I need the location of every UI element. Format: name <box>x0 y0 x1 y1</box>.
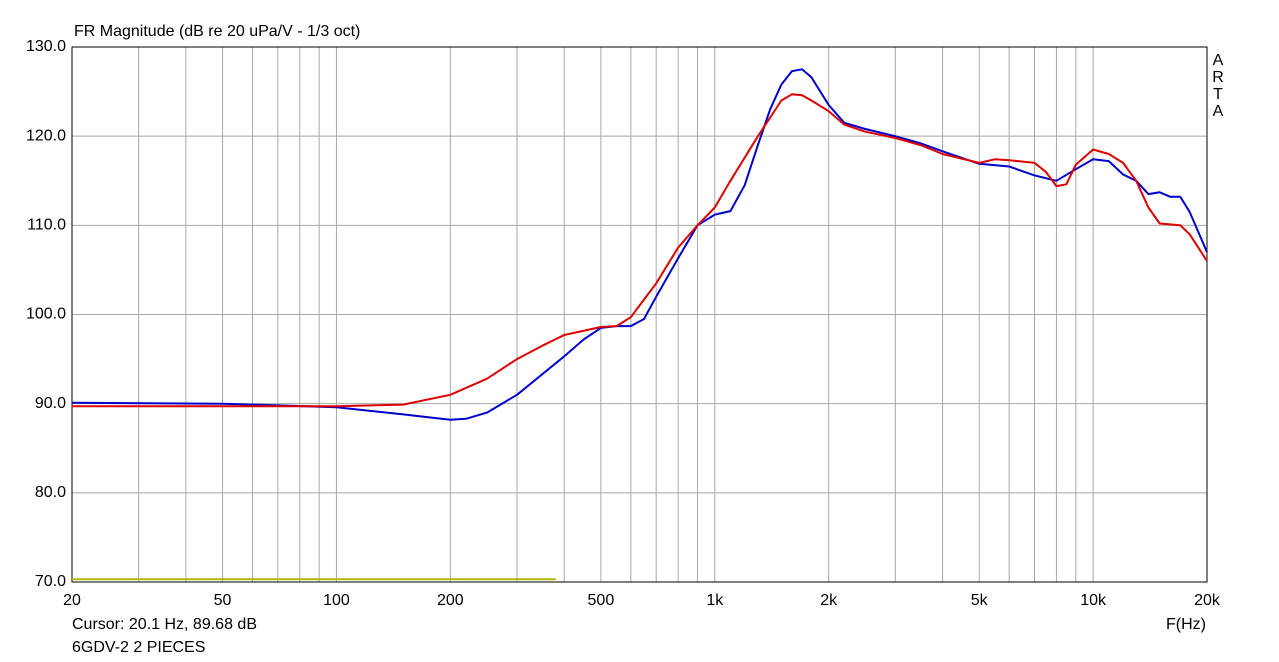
x-tick-label: 10k <box>1080 592 1107 609</box>
x-tick-label: 50 <box>214 592 232 609</box>
x-axis-label: F(Hz) <box>1166 616 1206 633</box>
x-tick-label: 1k <box>706 592 724 609</box>
y-tick-label: 130.0 <box>26 38 66 55</box>
series-line <box>71 68 1208 421</box>
y-tick-label: 90.0 <box>35 395 66 412</box>
y-tick-label: 120.0 <box>26 127 66 144</box>
x-tick-label: 20 <box>63 592 81 609</box>
x-tick-label: 500 <box>588 592 615 609</box>
y-tick-label: 80.0 <box>35 484 66 501</box>
x-tick-label: 20k <box>1194 592 1221 609</box>
x-tick-label: 200 <box>437 592 464 609</box>
x-tick-label: 5k <box>971 592 989 609</box>
y-tick-label: 100.0 <box>26 306 66 323</box>
chart-title: FR Magnitude (dB re 20 uPa/V - 1/3 oct) <box>74 23 360 40</box>
watermark: ARTA <box>1210 52 1227 120</box>
series-line <box>72 93 1208 408</box>
cursor-readout: Cursor: 20.1 Hz, 89.68 dB <box>72 616 257 633</box>
plot-frame <box>71 46 1208 583</box>
subtitle: 6GDV-2 2 PIECES <box>72 639 205 656</box>
x-tick-label: 100 <box>323 592 350 609</box>
y-tick-label: 110.0 <box>27 217 66 234</box>
y-tick-label: 70.0 <box>35 573 66 590</box>
x-tick-label: 2k <box>820 592 838 609</box>
